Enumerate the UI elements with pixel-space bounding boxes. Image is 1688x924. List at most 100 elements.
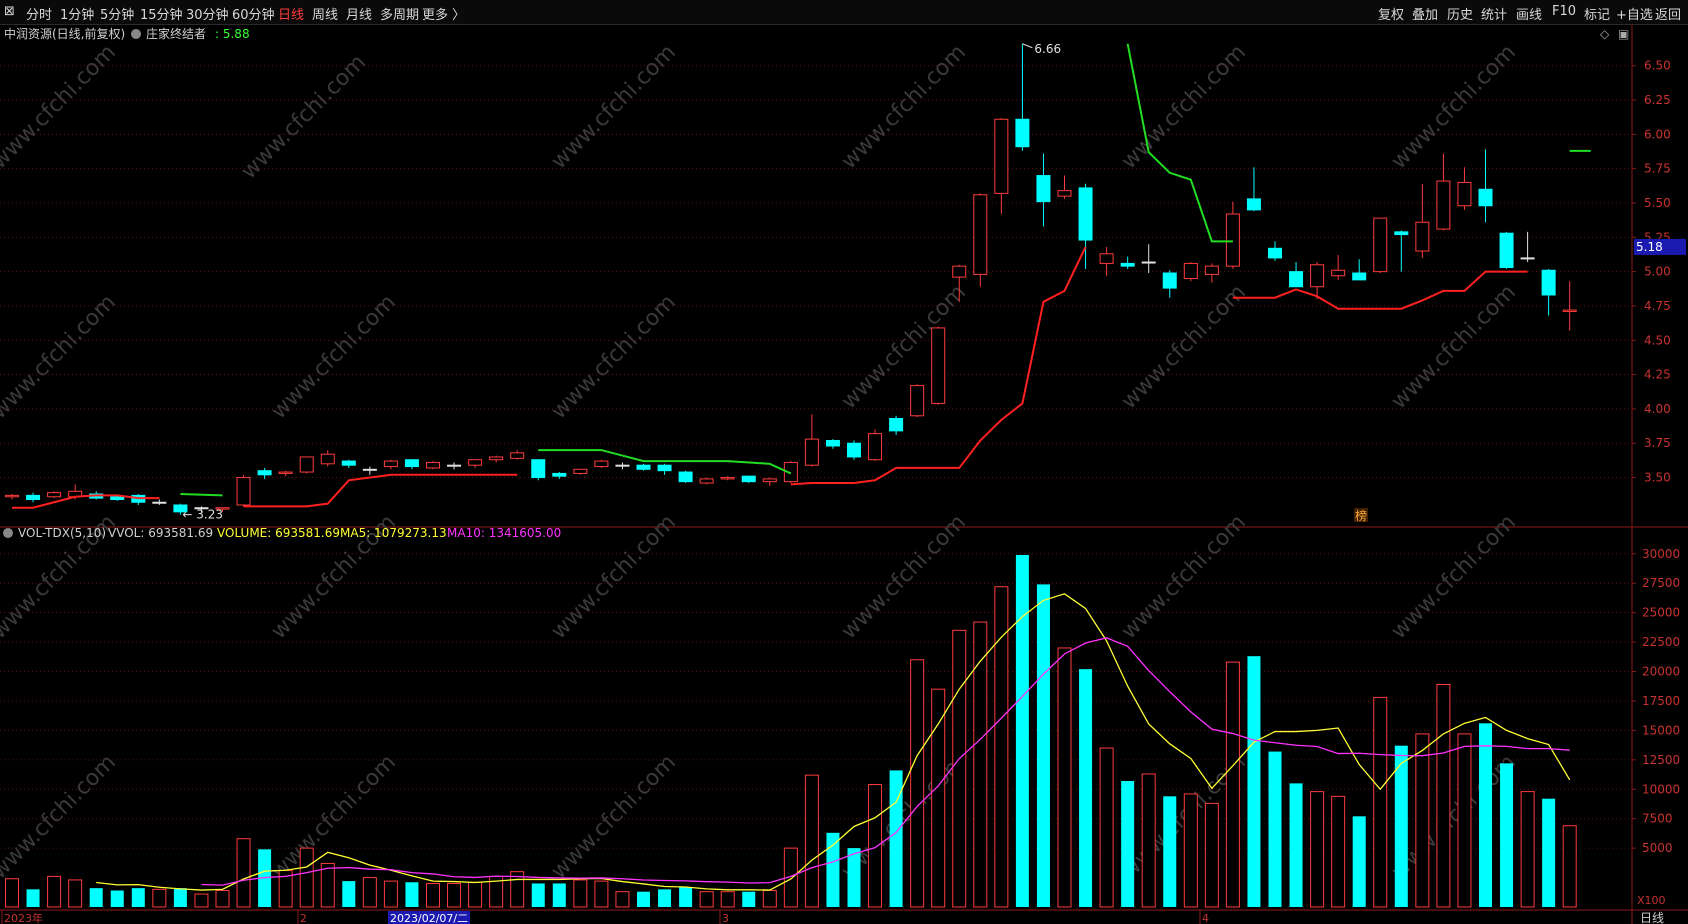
volume-bar-down xyxy=(1542,798,1556,907)
volume-bar-down xyxy=(110,890,124,907)
tool-button-f10[interactable]: F10 xyxy=(1552,4,1577,19)
watermark-text: www.cfchi.com xyxy=(1387,510,1521,644)
candle-body-up xyxy=(1310,264,1325,288)
tool-button-fanhui[interactable]: 返回 xyxy=(1655,8,1682,23)
candle-body-down xyxy=(1394,231,1409,236)
candle-body-down xyxy=(1268,247,1282,259)
volume-bar-down xyxy=(26,889,40,907)
tool-button-diejia[interactable]: 叠加 xyxy=(1412,8,1439,23)
volume-bar-up xyxy=(152,888,167,908)
resistance-line-green xyxy=(538,449,792,475)
tool-button-tongji[interactable]: 统计 xyxy=(1481,8,1508,23)
tool-button-biaoji[interactable]: 标记 xyxy=(1584,8,1611,23)
period-button-p-15m[interactable]: 15分钟 xyxy=(140,8,183,23)
volume-bar-up xyxy=(1204,802,1219,908)
candle-body-down xyxy=(341,460,356,466)
volume-toggle-icon xyxy=(3,528,13,538)
watermark-text: www.cfchi.com xyxy=(1387,280,1521,414)
watermark-text: www.cfchi.com xyxy=(547,510,681,644)
candle-body-down xyxy=(404,459,419,468)
volume-bar-up xyxy=(931,688,946,908)
candle-body-down xyxy=(1078,187,1093,241)
period-label: 日线 xyxy=(1640,911,1664,924)
price-tick-label: 4.50 xyxy=(1644,333,1671,347)
volume-bar-down xyxy=(679,886,693,907)
price-tick-label: 4.00 xyxy=(1644,402,1671,416)
period-button-p-day[interactable]: 日线 xyxy=(278,8,305,23)
watermark-text: www.cfchi.com xyxy=(1387,40,1521,174)
candle-body-down xyxy=(636,464,651,470)
candle-body-up xyxy=(215,507,230,510)
ma5-value: MA5: 1079273.13 xyxy=(340,526,447,540)
volume-bar-down xyxy=(637,891,650,907)
volume-bar-down xyxy=(1500,763,1514,907)
watermark-text: www.cfchi.com xyxy=(0,290,121,424)
candle-body-down xyxy=(1289,271,1304,288)
tool-button-zixuan[interactable]: +自选 xyxy=(1616,8,1653,23)
toolbar-menu-icon[interactable]: ⊠ xyxy=(4,4,15,19)
volume-bar-up xyxy=(910,659,925,908)
tool-button-lishi[interactable]: 历史 xyxy=(1447,8,1474,23)
volume-bar-down xyxy=(1163,796,1177,907)
candle-body-up xyxy=(973,194,988,275)
time-axis-label: 4 xyxy=(1202,912,1209,924)
support-line-red xyxy=(1232,270,1528,310)
candle-body-up xyxy=(1183,262,1198,279)
last-price-box xyxy=(1634,238,1686,255)
volume-bar-up xyxy=(1457,733,1472,908)
volume-bar-down xyxy=(1121,781,1135,907)
volume-bar-up xyxy=(5,878,19,908)
volume-bar-down xyxy=(1015,554,1029,907)
watermark-text: www.cfchi.com xyxy=(0,750,121,884)
period-button-p-5m[interactable]: 5分钟 xyxy=(100,8,135,23)
volume-bar-up xyxy=(699,891,714,908)
volume-bar-up xyxy=(447,882,462,908)
volume-value: VOLUME: 693581.69 xyxy=(217,526,340,540)
candle-body-up xyxy=(762,478,777,483)
price-tick-label: 5.50 xyxy=(1644,196,1671,210)
last-price-label: 5.18 xyxy=(1636,240,1663,254)
watermark-text: www.cfchi.com xyxy=(1117,280,1251,414)
volume-bar-up xyxy=(1141,773,1156,908)
volume-bar-up xyxy=(194,893,209,908)
volume-bar-up xyxy=(573,879,588,908)
watermark-text: www.cfchi.com xyxy=(1117,40,1251,174)
candle-body-doji xyxy=(362,468,377,471)
tool-button-huaxian[interactable]: 画线 xyxy=(1516,8,1543,23)
candle-body-up xyxy=(573,468,588,474)
candle-body-down xyxy=(110,496,125,501)
volume-tick-label: 30000 xyxy=(1642,547,1680,561)
support-line-red xyxy=(12,494,160,509)
candle-body-down xyxy=(657,464,672,472)
period-button-p-multi[interactable]: 多周期 xyxy=(380,8,420,23)
candle-body-up xyxy=(1057,190,1072,197)
candle-body-up xyxy=(426,461,440,469)
candle-body-up xyxy=(383,460,398,468)
volume-bar-up xyxy=(320,862,335,908)
period-button-p-60m[interactable]: 60分钟 xyxy=(232,8,275,23)
volume-tick-label: 25000 xyxy=(1642,606,1680,620)
time-axis-label: 2 xyxy=(300,912,307,924)
candle-body-up xyxy=(1204,265,1219,275)
candle-body-down xyxy=(1120,262,1135,267)
volume-bar-down xyxy=(658,889,672,907)
period-button-p-more[interactable]: 更多 〉 xyxy=(422,8,466,23)
period-button-p-1m[interactable]: 1分钟 xyxy=(60,8,95,23)
indicator-toggle-icon xyxy=(131,29,141,39)
candle-body-down xyxy=(1036,175,1051,203)
volume-ma10-line xyxy=(201,637,1570,886)
volume-bar-up xyxy=(1057,647,1072,908)
period-button-p-month[interactable]: 月线 xyxy=(346,8,373,23)
period-button-p-week[interactable]: 周线 xyxy=(312,8,339,23)
period-button-p-30m[interactable]: 30分钟 xyxy=(186,8,229,23)
tool-button-fuquan[interactable]: 复权 xyxy=(1378,8,1405,23)
candle-body-up xyxy=(994,118,1009,194)
watermark-text: www.cfchi.com xyxy=(547,290,681,424)
candle-body-down xyxy=(1499,232,1514,269)
period-button-p-fenshi[interactable]: 分时 xyxy=(26,8,53,23)
volume-bar-up xyxy=(510,871,525,908)
candle-body-down xyxy=(889,418,904,432)
price-tick-label: 6.50 xyxy=(1644,59,1671,73)
candle-body-doji xyxy=(194,507,209,510)
volume-bar-down xyxy=(131,888,145,907)
